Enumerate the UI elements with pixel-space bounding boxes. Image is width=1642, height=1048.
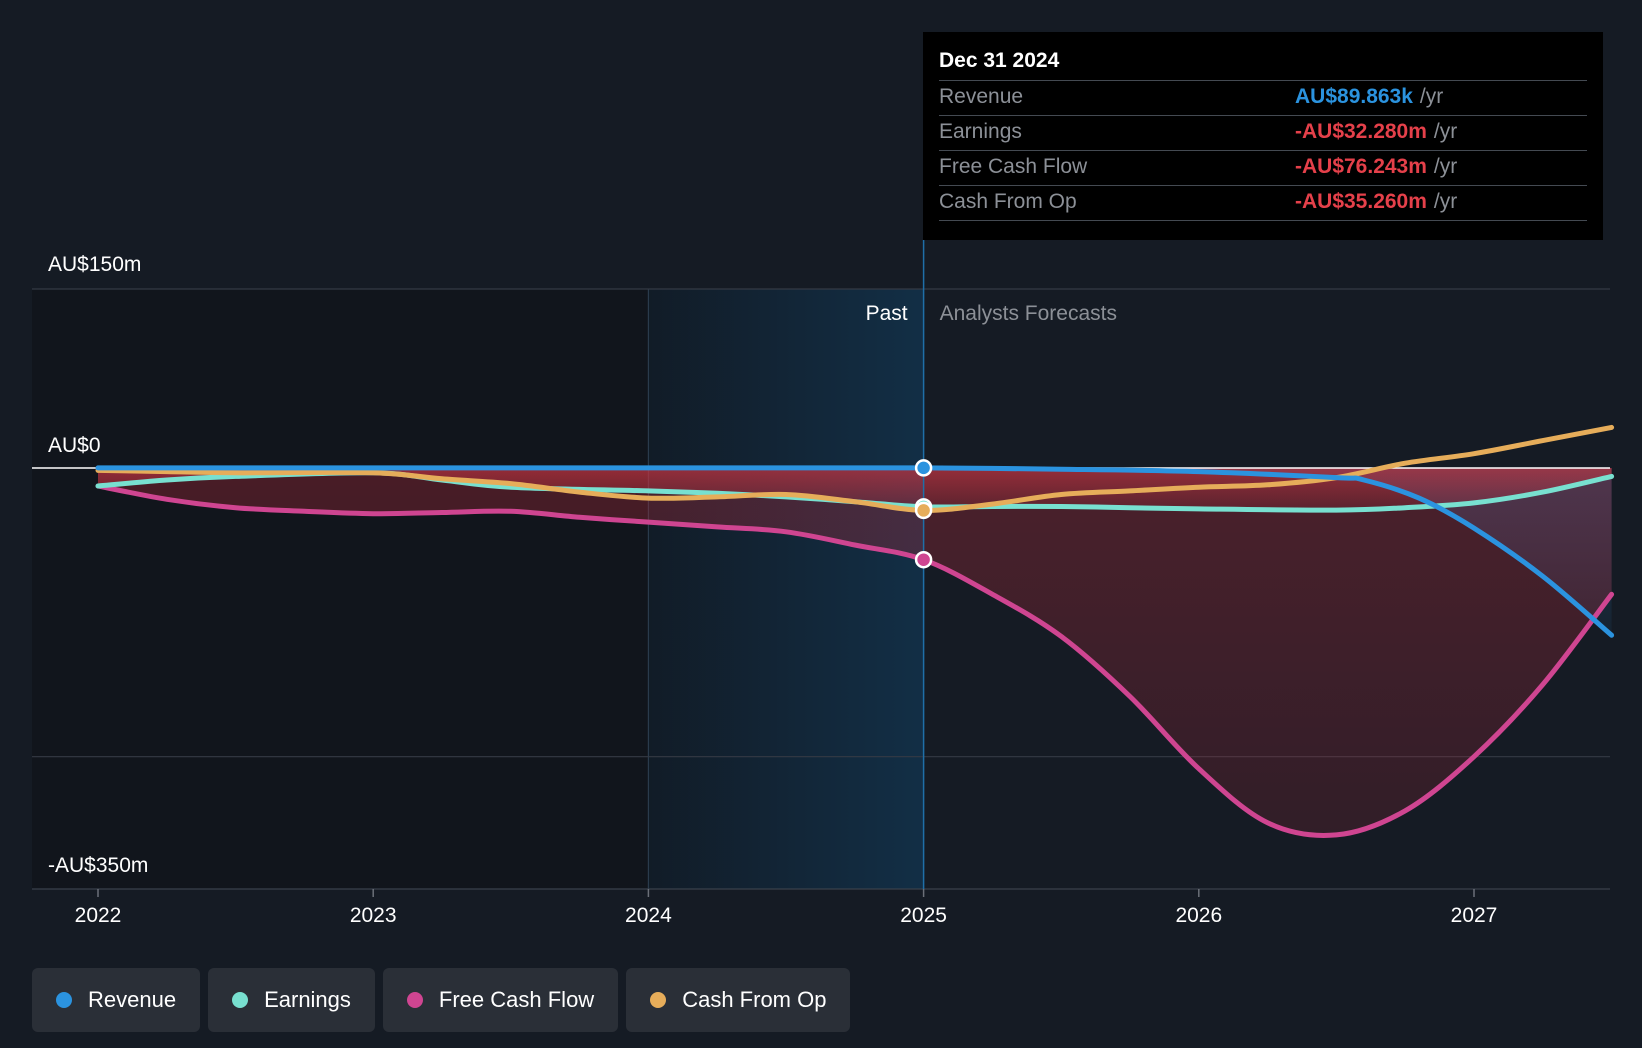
tooltip-row-revenue: Revenue AU$89.863k /yr	[939, 81, 1587, 116]
x-axis: 2022 2023 2024 2025 2026 2027	[75, 889, 1498, 927]
tooltip-unit: /yr	[1433, 155, 1458, 178]
x-tick-label: 2025	[900, 904, 947, 927]
legend-item-earnings[interactable]: Earnings	[208, 968, 375, 1032]
x-tick-label: 2024	[625, 904, 672, 927]
past-label: Past	[866, 302, 908, 325]
tooltip-unit: /yr	[1433, 190, 1458, 213]
forecast-label: Analysts Forecasts	[940, 302, 1117, 325]
tooltip-value: -AU$32.280m	[1295, 120, 1427, 143]
revenue-line	[95, 465, 1615, 638]
legend-label: Cash From Op	[682, 987, 827, 1012]
tooltip-label: Cash From Op	[939, 190, 1077, 213]
legend-label: Free Cash Flow	[438, 987, 595, 1012]
tooltip-row-earnings: Earnings -AU$32.280m /yr	[939, 116, 1587, 151]
tooltip-value: AU$89.863k	[1295, 85, 1413, 108]
x-tick-label: 2022	[75, 904, 122, 927]
tooltip-unit: /yr	[1419, 85, 1444, 108]
legend-item-free-cash-flow[interactable]: Free Cash Flow	[382, 968, 619, 1032]
series-lines	[95, 424, 1615, 838]
y-tick-label: AU$150m	[48, 253, 141, 276]
y-tick-label: AU$0	[48, 434, 101, 457]
free-cash-flow-line	[95, 483, 1615, 838]
tooltip-label: Revenue	[939, 85, 1024, 108]
earnings-dot-icon	[232, 992, 249, 1008]
legend-item-revenue[interactable]: Revenue	[32, 968, 201, 1032]
tooltip: Dec 31 2024 Revenue AU$89.863k /yr Earni…	[923, 32, 1603, 240]
highlight-band	[648, 289, 924, 889]
tooltip-value: -AU$35.260m	[1295, 190, 1427, 213]
tooltip-value: -AU$76.243m	[1295, 155, 1427, 178]
x-tick-label: 2026	[1175, 904, 1222, 927]
tooltip-row-cash-from-op: Cash From Op -AU$35.260m /yr	[939, 186, 1587, 221]
x-tick-label: 2027	[1451, 904, 1498, 927]
free-cash-flow-dot-icon	[406, 992, 423, 1008]
revenue-dot-icon	[56, 992, 72, 1008]
free-cash-flow-area	[98, 468, 1612, 836]
legend: Revenue Earnings Free Cash Flow Cash Fro…	[32, 968, 851, 1032]
tooltip-row-free-cash-flow: Free Cash Flow -AU$76.243m /yr	[939, 151, 1587, 186]
tooltip-unit: /yr	[1433, 120, 1458, 143]
legend-label: Revenue	[88, 987, 177, 1012]
tooltip-date: Dec 31 2024	[939, 46, 1587, 81]
highlight-markers	[914, 459, 933, 569]
legend-item-cash-from-op[interactable]: Cash From Op	[626, 968, 851, 1032]
y-axis-labels: AU$150m AU$0 -AU$350m	[48, 253, 148, 877]
x-tick-label: 2023	[350, 904, 397, 927]
cash-from-op-line	[95, 424, 1615, 513]
cash-from-op-dot-icon	[650, 992, 667, 1008]
series-areas	[98, 467, 1612, 836]
revenue-marker[interactable]	[914, 459, 933, 477]
y-tick-label: -AU$350m	[48, 854, 148, 877]
free-cash-flow-marker[interactable]	[914, 550, 933, 569]
legend-label: Earnings	[264, 987, 351, 1012]
cash-from-op-marker[interactable]	[914, 501, 933, 520]
tooltip-label: Earnings	[939, 120, 1022, 143]
tooltip-label: Free Cash Flow	[939, 155, 1088, 178]
